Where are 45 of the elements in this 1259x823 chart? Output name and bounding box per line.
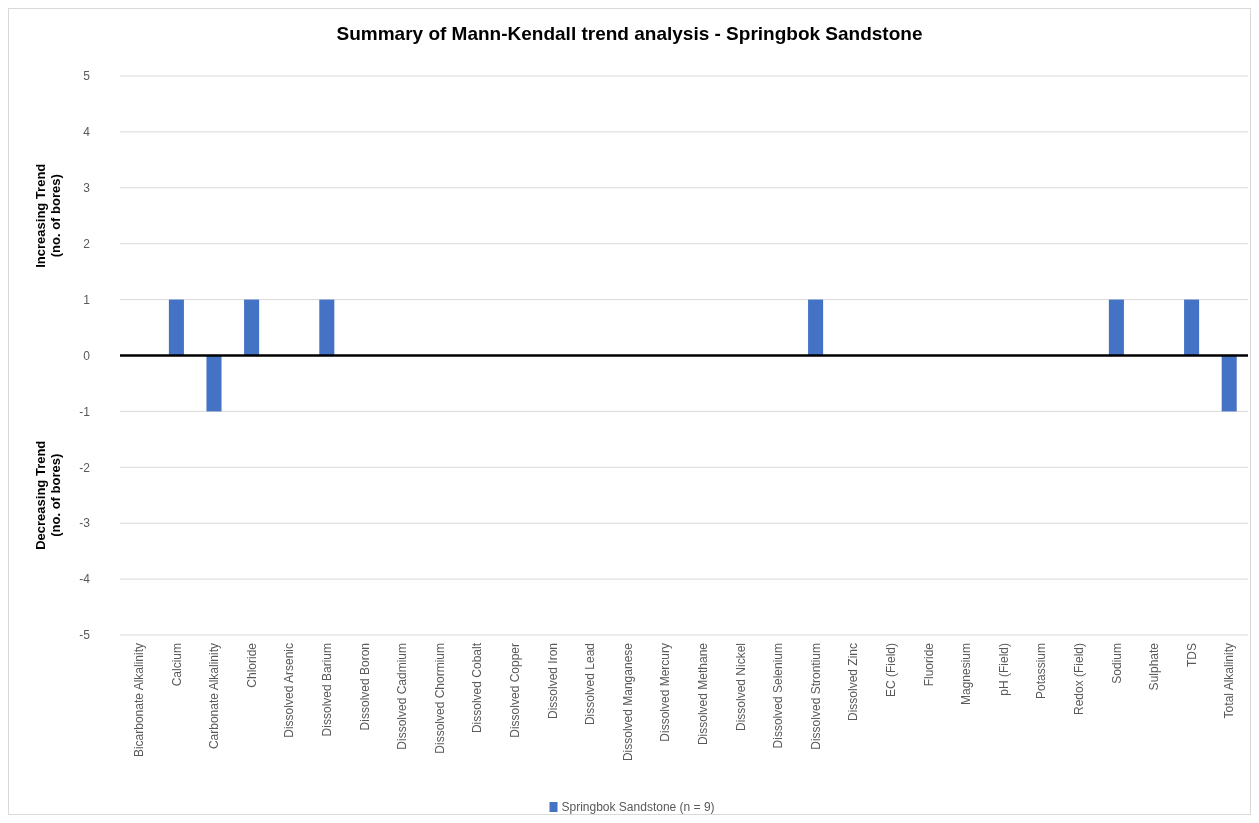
x-tick-label: Dissolved Cadmium [395,643,410,750]
x-tick-label: EC (Field) [884,643,898,698]
x-tick-label: Dissolved Copper [508,643,522,738]
x-tick-label: Dissolved Methane [696,642,710,746]
x-tick-label: Dissolved Selenium [771,643,786,749]
x-tick-label: Potassium [1034,643,1049,700]
x-tick-label: Dissolved Strontium [808,643,823,750]
x-tick-label: Calcium [169,643,184,687]
x-tick-label: Dissolved Lead [583,643,598,726]
y-tick-label: 0 [83,348,91,363]
x-tick-label: Sulphate [1147,642,1162,691]
x-tick-label: Fluoride [921,642,936,687]
x-tick-label: Dissolved Mercury [658,643,673,742]
x-tick-label: Dissolved Manganese [620,642,635,762]
x-tick-label: Dissolved Arsenic [282,643,297,738]
y-tick-label: -2 [79,460,91,475]
y-tick-label: -3 [79,516,91,531]
x-tick-label: Magnesium [959,643,974,706]
x-tick-label: Redox (Field) [1072,643,1086,716]
text: Decreasing Trend (no. of bores) [32,440,64,550]
x-tick-label: Chloride [244,642,259,688]
x-tick-label: Dissolved Barium [320,643,334,737]
y-tick-label: 4 [83,125,91,140]
x-tick-label: Dissolved Boron [357,643,372,731]
y-tick-label: -1 [79,404,91,419]
y-tick-label: 2 [83,236,91,251]
legend-label: Springbok Sandstone (n = 9) [561,800,715,815]
y-tick-label: -4 [79,572,91,587]
y-tick-label: 1 [83,292,91,307]
x-tick-label: Bicarbonate Alkalinity [132,643,146,758]
x-tick-label: Dissolved Nickel [733,643,748,732]
y-axis-title: Increasing Trend (no. of bores) [32,163,64,268]
x-tick-label: Dissolved Zinc [846,643,861,722]
x-tick-label: Sodium [1109,643,1124,684]
y-tick-label: 5 [83,69,91,84]
y-tick-label: -5 [79,628,91,643]
chart-title: Summary of Mann-Kendall trend analysis - Springbok Sandstone [336,23,923,44]
x-tick-label: TDS [1184,643,1199,667]
x-tick-label: Dissolved Cobalt [470,642,485,734]
x-tick-label: Dissolved Chormium [432,643,447,754]
y-tick-label: 3 [83,181,91,195]
x-tick-label: pH (Field) [996,643,1011,696]
x-tick-label: Carbonate Alkalinity [207,643,222,750]
x-tick-label: Dissolved Iron [545,643,560,720]
x-tick-label: Total Alkalinity [1222,643,1237,719]
